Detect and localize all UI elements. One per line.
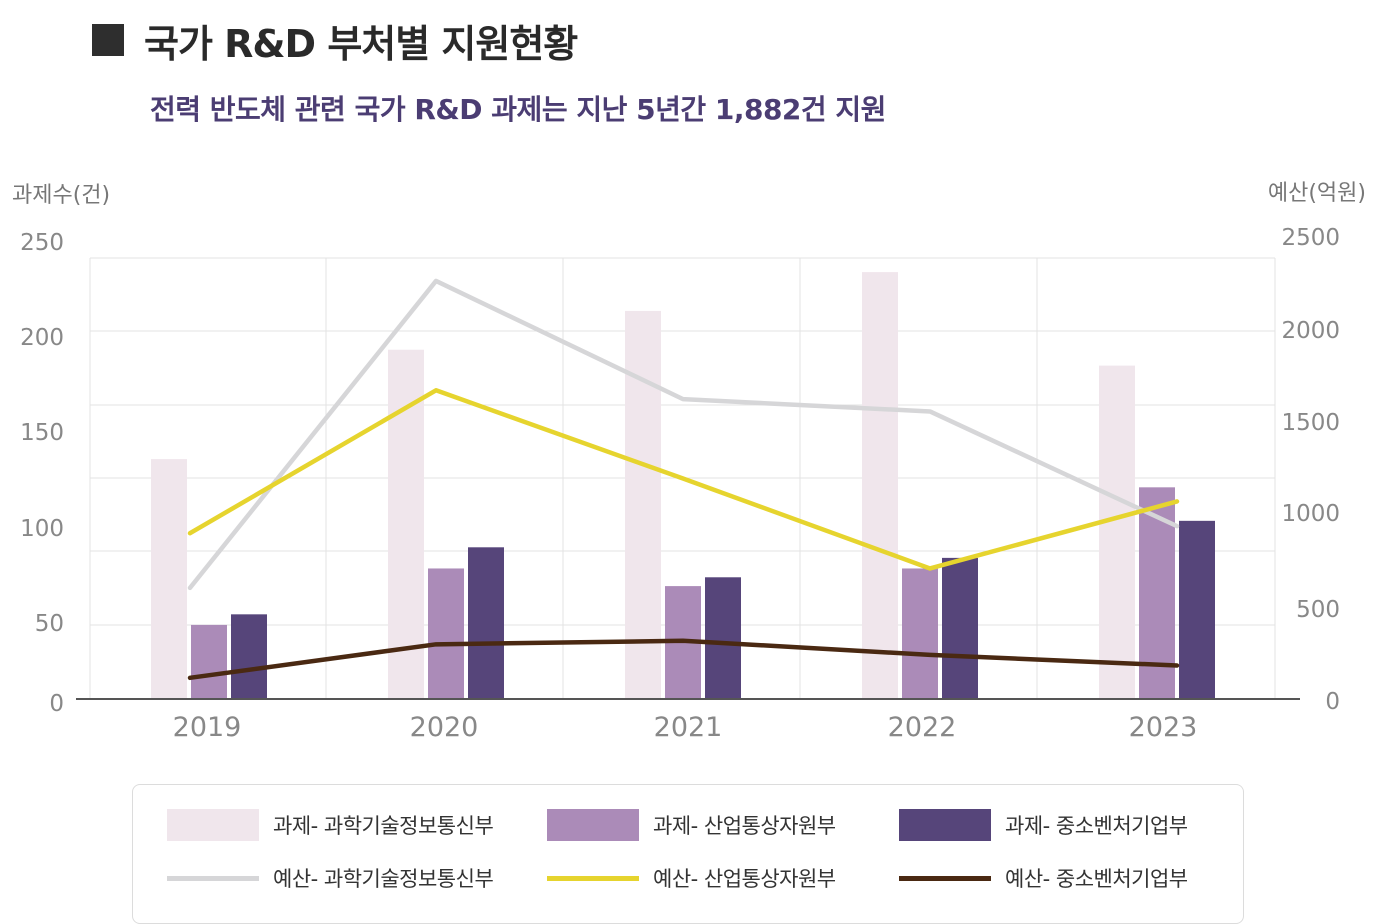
right-tick-label: 500 xyxy=(1296,597,1340,623)
chart-title: 국가 R&D 부처별 지원현황 xyxy=(144,21,578,66)
combo-chart: 과제수(건) 예산(억원)2502001501005002500200015001… xyxy=(12,181,1366,743)
legend-swatch xyxy=(547,809,639,841)
bar-2021-s2 xyxy=(705,577,741,699)
bar-2019-s1 xyxy=(191,624,227,699)
legend: 과제- 과학기술정보통신부 과제- 산업통상자원부 과제- 중소벤처기업부 예산… xyxy=(132,784,1244,924)
legend-label: 예산- 산업통상자원부 xyxy=(653,867,836,891)
right-tick-label: 1500 xyxy=(1281,410,1340,436)
legend-item-line-msit: 예산- 과학기술정보통신부 xyxy=(167,858,494,898)
left-tick-label: 250 xyxy=(20,230,64,256)
legend-item-bar-mss: 과제- 중소벤처기업부 xyxy=(899,805,1188,845)
right-tick-label: 0 xyxy=(1325,689,1340,715)
legend-item-bar-msit: 과제- 과학기술정보통신부 xyxy=(167,805,494,845)
bar-2019-s2 xyxy=(231,614,267,699)
legend-item-bar-motie: 과제- 산업통상자원부 xyxy=(547,805,836,845)
legend-swatch xyxy=(167,809,259,841)
bar-2023-s2 xyxy=(1179,520,1215,699)
line-series-2 xyxy=(187,638,1180,681)
x-tick-label: 2022 xyxy=(888,712,957,743)
legend-swatch xyxy=(547,875,639,881)
legend-item-line-motie: 예산- 산업통상자원부 xyxy=(547,858,836,898)
x-tick-label: 2019 xyxy=(173,712,242,743)
legend-swatch xyxy=(167,875,259,881)
legend-label: 과제- 과학기술정보통신부 xyxy=(273,814,494,838)
left-tick-label: 200 xyxy=(20,325,64,351)
legend-swatch xyxy=(899,875,991,881)
x-tick-label: 2020 xyxy=(410,712,479,743)
legend-label: 과제- 중소벤처기업부 xyxy=(1005,814,1188,838)
right-tick-label: 2500 xyxy=(1281,225,1340,251)
x-tick-label: 2023 xyxy=(1129,712,1198,743)
bar-2019-s0 xyxy=(151,459,187,699)
left-axis-title: 과제수(건) xyxy=(12,183,110,208)
legend-label: 예산- 중소벤처기업부 xyxy=(1005,867,1188,891)
chart-subtitle: 전력 반도체 관련 국가 R&D 과제는 지난 5년간 1,882건 지원 xyxy=(150,93,886,126)
legend-label: 예산- 과학기술정보통신부 xyxy=(273,867,494,891)
bar-2022-s0 xyxy=(862,272,898,699)
legend-label: 과제- 산업통상자원부 xyxy=(653,814,836,838)
line-series-1 xyxy=(187,388,1180,571)
right-axis-title: 예산(억원) xyxy=(1268,181,1366,206)
right-tick-label: 1000 xyxy=(1281,501,1340,527)
title-block: 국가 R&D 부처별 지원현황 xyxy=(92,12,578,68)
bar-2022-s1 xyxy=(902,568,938,699)
bar-2020-s1 xyxy=(428,568,464,699)
left-tick-label: 50 xyxy=(35,611,64,637)
line-series-0 xyxy=(187,278,1180,591)
bar-2020-s2 xyxy=(468,547,504,699)
right-tick-label: 2000 xyxy=(1281,318,1340,344)
legend-swatch xyxy=(899,809,991,841)
left-tick-label: 100 xyxy=(20,516,64,542)
title-square-icon xyxy=(92,24,124,56)
bar-2022-s2 xyxy=(942,557,978,699)
left-tick-label: 0 xyxy=(49,691,64,717)
bar-2023-s0 xyxy=(1099,365,1135,699)
legend-item-line-mss: 예산- 중소벤처기업부 xyxy=(899,858,1188,898)
left-tick-label: 150 xyxy=(20,420,64,446)
x-tick-label: 2021 xyxy=(654,712,723,743)
